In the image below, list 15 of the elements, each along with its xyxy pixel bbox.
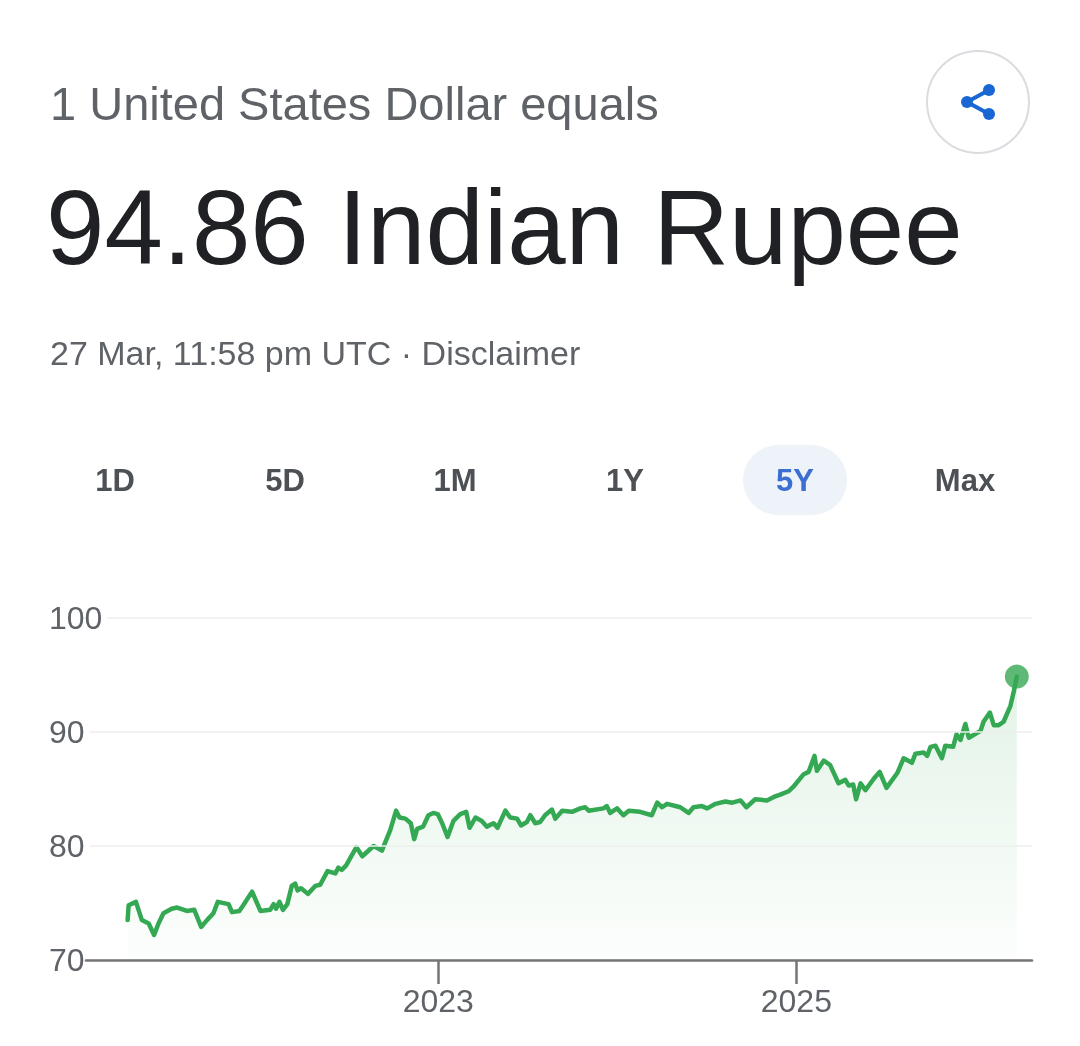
text: 5D <box>265 462 305 498</box>
x-tick-label: 2023 <box>402 983 474 1019</box>
y-tick-label: 90 <box>49 714 85 750</box>
x-tick-label: 2025 <box>760 983 832 1019</box>
text: 27 Mar, 11:58 pm UTC · Disclaimer <box>50 334 581 373</box>
chart-title: 94.86 Indian Rupee <box>46 168 963 288</box>
y-tick-label: 100 <box>49 600 103 636</box>
text: 1M <box>433 462 477 498</box>
y-tick-label: 80 <box>49 828 85 864</box>
text: Max <box>934 462 996 498</box>
text: 1D <box>95 462 135 498</box>
pill-button: 5Y <box>743 445 847 515</box>
y-tick-label: 70 <box>49 942 85 978</box>
text: 1Y <box>606 462 644 498</box>
chart-subtitle: 1 United States Dollar equals <box>50 76 659 131</box>
